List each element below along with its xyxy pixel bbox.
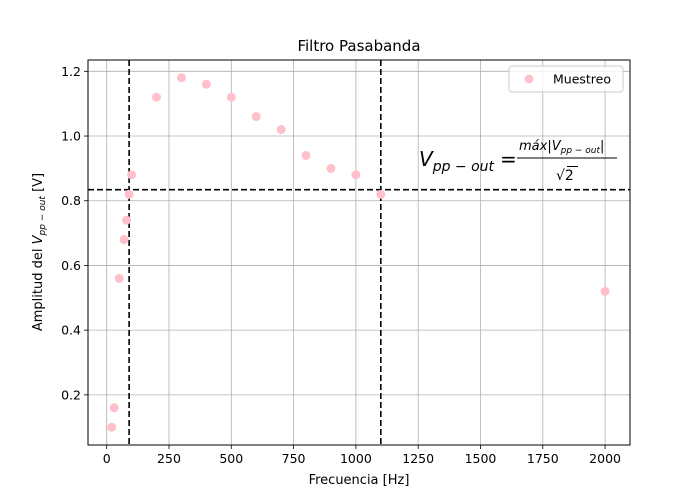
formula-sqrt-sign: √ xyxy=(556,168,565,184)
y-axis-label: Amplitud del Vpp − out [V] xyxy=(31,173,48,331)
y-axis-label-var: V xyxy=(31,234,46,244)
data-point xyxy=(226,92,236,102)
y-axis-label-prefix: Amplitud del xyxy=(31,244,46,331)
plot-frame xyxy=(87,59,631,446)
data-point xyxy=(152,92,162,102)
x-axis-label: Frecuencia [Hz] xyxy=(309,473,410,488)
data-point xyxy=(122,215,132,225)
y-axis-ticks: 0.2 0.4 0.6 0.8 1.0 1.2 xyxy=(61,64,88,402)
grid-lines xyxy=(88,60,630,445)
data-point xyxy=(127,170,137,180)
reference-lines xyxy=(88,60,630,445)
data-point xyxy=(201,79,211,89)
x-axis-ticks: 0 250 500 750 1000 1250 1500 1750 2000 xyxy=(103,445,621,466)
x-tick-label: 1000 xyxy=(340,451,372,466)
x-tick-label: 2000 xyxy=(589,451,621,466)
formula-lhs-sub: pp − out xyxy=(432,159,495,175)
x-tick-label: 500 xyxy=(219,451,243,466)
x-tick-label: 750 xyxy=(282,451,306,466)
formula-num-suffix: | xyxy=(600,139,604,154)
data-point xyxy=(176,73,186,83)
legend-box xyxy=(508,65,624,93)
data-point xyxy=(376,189,386,199)
data-point xyxy=(109,403,119,413)
formula-denominator: √2 xyxy=(556,168,574,184)
x-tick-label: 1500 xyxy=(465,451,497,466)
formula-equals: = xyxy=(500,147,517,171)
legend: Muestreo xyxy=(508,65,624,93)
chart-title: Filtro Pasabanda xyxy=(297,37,420,55)
y-tick-label: 1.0 xyxy=(61,129,81,144)
data-point xyxy=(301,150,311,160)
y-tick-label: 0.8 xyxy=(61,193,81,208)
y-tick-label: 0.6 xyxy=(61,258,81,273)
data-point xyxy=(326,163,336,173)
data-point xyxy=(114,273,124,283)
y-axis-label-unit: [V] xyxy=(31,173,46,196)
data-points xyxy=(107,73,610,432)
x-tick-label: 1250 xyxy=(402,451,434,466)
data-point xyxy=(124,189,134,199)
x-tick-label: 250 xyxy=(157,451,181,466)
data-point xyxy=(276,125,286,135)
formula-sqrt-value: 2 xyxy=(565,168,574,184)
data-point xyxy=(251,112,261,122)
formula-annotation: Vpp − out = máx|Vpp − out| √2 xyxy=(419,139,617,184)
formula-num-sub: pp − out xyxy=(560,146,601,156)
data-point xyxy=(119,235,129,245)
y-tick-label: 1.2 xyxy=(61,64,81,79)
legend-label: Muestreo xyxy=(553,72,611,87)
x-tick-label: 0 xyxy=(103,451,111,466)
formula-lhs: Vpp − out xyxy=(419,147,495,175)
data-point xyxy=(351,170,361,180)
data-point xyxy=(600,286,610,296)
y-tick-label: 0.4 xyxy=(61,323,81,338)
formula-numerator: máx|Vpp − out| xyxy=(519,139,604,156)
formula-num-prefix: máx|V xyxy=(519,139,562,154)
y-tick-label: 0.2 xyxy=(61,387,81,402)
y-axis-label-sub: pp − out xyxy=(38,196,48,237)
x-tick-label: 1750 xyxy=(527,451,559,466)
legend-marker xyxy=(524,74,534,84)
formula-lhs-var: V xyxy=(419,147,434,171)
data-point xyxy=(107,422,117,432)
